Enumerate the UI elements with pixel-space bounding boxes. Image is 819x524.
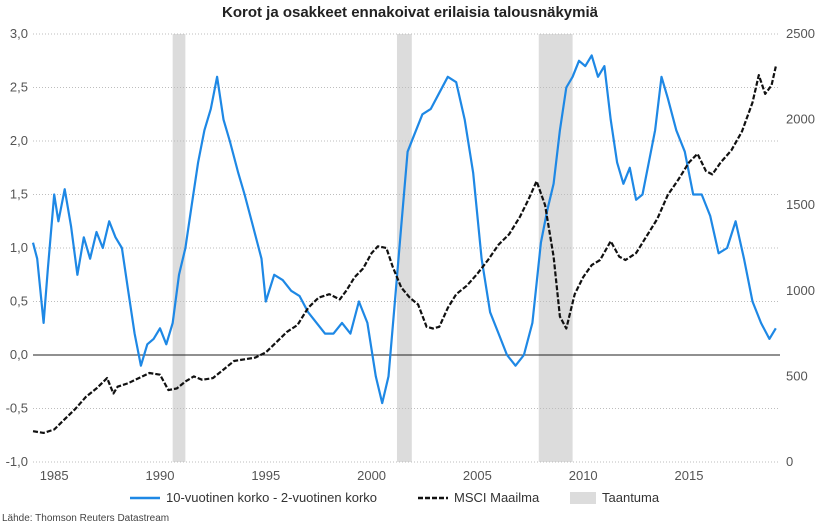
y-left-tick-label: 3,0 bbox=[10, 26, 28, 41]
y-left-tick-label: 0,5 bbox=[10, 294, 28, 309]
y-right-tick-label: 0 bbox=[786, 454, 793, 469]
x-tick-label: 2015 bbox=[675, 468, 704, 483]
y-right-tick-label: 1000 bbox=[786, 283, 815, 298]
x-tick-label: 1985 bbox=[40, 468, 69, 483]
y-left-tick-label: 1,0 bbox=[10, 240, 28, 255]
legend-label-1: MSCI Maailma bbox=[454, 490, 540, 505]
y-right-tick-label: 500 bbox=[786, 368, 808, 383]
y-left-tick-label: 1,5 bbox=[10, 187, 28, 202]
y-left-tick-label: -1,0 bbox=[6, 454, 28, 469]
y-left-axis: -1,0 -0,5 0,0 0,5 1,0 1,5 2,0 2,5 3,0 bbox=[6, 26, 28, 469]
legend-label-0: 10-vuotinen korko - 2-vuotinen korko bbox=[166, 490, 377, 505]
y-left-tick-label: -0,5 bbox=[6, 401, 28, 416]
series-line-1 bbox=[32, 66, 777, 434]
y-right-tick-label: 1500 bbox=[786, 197, 815, 212]
chart-title: Korot ja osakkeet ennakoivat erilaisia t… bbox=[222, 4, 599, 21]
y-left-tick-label: 2,0 bbox=[10, 133, 28, 148]
y-right-tick-label: 2000 bbox=[786, 112, 815, 127]
y-right-axis: 0 500 1000 1500 2000 2500 bbox=[786, 26, 815, 469]
x-tick-label: 2005 bbox=[463, 468, 492, 483]
x-axis: 1985 1990 1995 2000 2005 2010 2015 bbox=[40, 468, 704, 483]
legend: 10-vuotinen korko - 2-vuotinen korko MSCI… bbox=[130, 490, 660, 505]
y-right-tick-label: 2500 bbox=[786, 26, 815, 41]
x-tick-label: 2000 bbox=[357, 468, 386, 483]
source-note: Lähde: Thomson Reuters Datastream bbox=[2, 513, 169, 524]
x-tick-label: 1990 bbox=[146, 468, 175, 483]
series bbox=[31, 54, 777, 434]
x-tick-label: 1995 bbox=[251, 468, 280, 483]
x-tick-label: 2010 bbox=[569, 468, 598, 483]
legend-label-2: Taantuma bbox=[602, 490, 660, 505]
y-left-tick-label: 2,5 bbox=[10, 80, 28, 95]
y-left-tick-label: 0,0 bbox=[10, 347, 28, 362]
series-line-0 bbox=[31, 54, 777, 405]
legend-swatch-2 bbox=[570, 492, 596, 504]
